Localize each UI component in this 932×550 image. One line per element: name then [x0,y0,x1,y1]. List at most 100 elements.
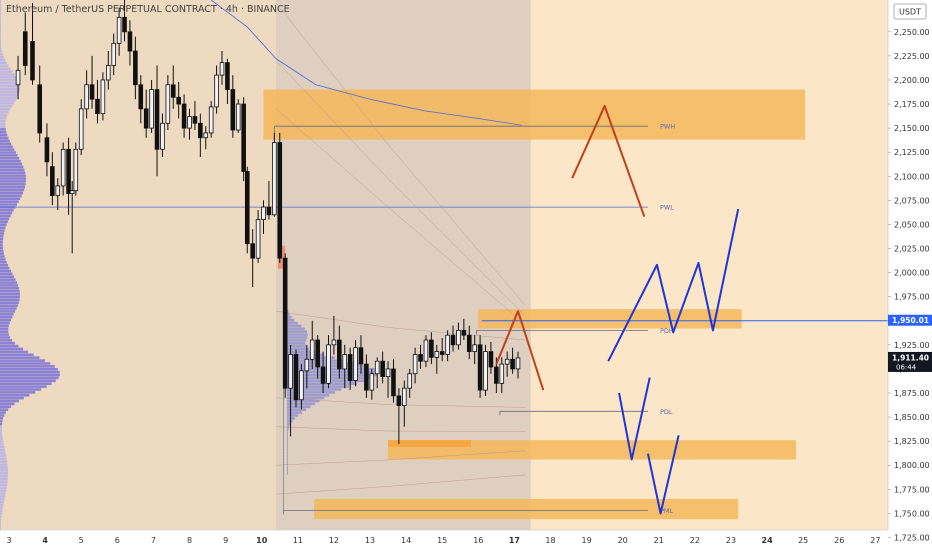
candle [170,65,176,109]
candle [488,341,494,374]
profile-bar [0,509,3,513]
level-label: PWH [660,123,675,131]
session-profile-bar [286,393,330,397]
session-profile-bar [286,341,306,345]
candle [483,344,488,396]
candle-body-down [450,334,456,346]
session-profile-bar [286,315,292,319]
price-tick-label: 2,250.00 [894,28,930,37]
profile-bar [0,237,4,241]
scenario-path [571,104,646,218]
candle [149,79,154,133]
price-tick-label: 2,150.00 [894,124,930,133]
candle [138,75,144,124]
time-tick-label: 23 [726,536,736,545]
profile-bar [0,471,9,475]
candle-body-down [170,84,176,98]
candle [347,347,353,391]
candle-body-down [138,84,144,110]
profile-bar [0,21,1,24]
profile-bar [0,24,1,27]
profile-bar [0,119,6,123]
price-tag [888,314,932,326]
candle [198,113,203,158]
candle [203,126,209,150]
session-profile-bar [286,437,288,440]
price-tag-label: 1,950.01 [892,316,929,325]
session-profile-bar [286,379,366,383]
candle [73,142,79,196]
price-tick-label: 2,075.00 [894,196,930,205]
profile-bar [0,408,9,411]
price-axis[interactable]: USDT 2,250.00 2,225.00 2,200.00 2,175.00 2,15… [887,0,932,550]
profile-bar [0,396,24,400]
candle-body-up [434,351,440,358]
candle [95,79,100,124]
candle [192,101,198,131]
candle-body-up [369,373,375,391]
band-line [276,426,526,432]
candle [225,58,230,105]
profile-bar [0,477,8,481]
profile-bar [0,310,16,313]
profile-bar [0,431,3,435]
session-profile-bar [286,318,295,322]
price-tag [888,351,932,372]
candle [176,81,181,119]
time-tick-label: 26 [834,536,844,545]
time-tick-label: 4 [42,536,48,545]
candle-body-down [461,329,467,336]
candle [466,325,472,360]
vwap-band [210,0,526,495]
candle-body-up [456,329,461,346]
profile-bar [0,284,19,287]
candle [504,351,510,377]
profile-bar [0,151,16,154]
candle-body-down [192,116,198,124]
candle [208,101,214,138]
candle-body-up [326,344,331,384]
profile-bar [0,382,52,385]
session-profile-bar [286,466,288,469]
level-label: PWL [660,204,674,212]
session-profile-bar [286,471,288,475]
candle-body-up [160,122,165,150]
profile-bar [0,200,19,203]
profile-bar [0,414,5,417]
price-tick-label: 2,000.00 [894,269,930,278]
candle-body-down [277,142,283,259]
profile-bar [0,399,19,403]
scenario-path [646,435,680,515]
profile-bar [0,443,4,446]
profile-bar [0,214,11,218]
profile-bar [0,460,8,464]
profile-bar [0,341,15,345]
profile-bar [0,324,9,328]
profile-bar [0,110,9,114]
level-label: PDL [660,408,673,416]
profile-bar [0,90,20,94]
profile-bar [0,295,20,299]
session-profile-bar [286,428,289,432]
level-label: PML [660,507,674,515]
profile-bar [0,165,24,169]
candle-body-down [181,103,187,129]
profile-bar [0,376,59,380]
candle [37,65,43,143]
time-tick-label: 11 [293,536,303,545]
candle-body-up [499,363,505,384]
candle [154,65,160,177]
candle [250,229,255,288]
time-tick-label: 27 [870,536,880,545]
profile-bar [0,6,1,10]
time-tick-label: 25 [798,536,808,545]
candle [277,132,283,263]
candle [187,108,192,140]
profile-bar [0,15,1,19]
time-axis[interactable]: 3 4 5 6 7 8 9 10 11 12 13 14 15 16 17 18 19 20 21 22 23 24 25 2… [0,529,888,550]
candle [15,55,21,100]
candle [472,335,477,365]
profile-bar [0,500,4,504]
